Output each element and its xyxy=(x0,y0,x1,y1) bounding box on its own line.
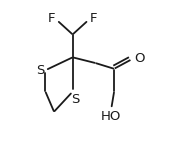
Text: HO: HO xyxy=(101,110,121,123)
Text: O: O xyxy=(134,52,145,65)
Text: F: F xyxy=(90,12,97,25)
Text: F: F xyxy=(48,12,55,25)
Text: S: S xyxy=(71,93,80,106)
Text: S: S xyxy=(36,64,44,77)
